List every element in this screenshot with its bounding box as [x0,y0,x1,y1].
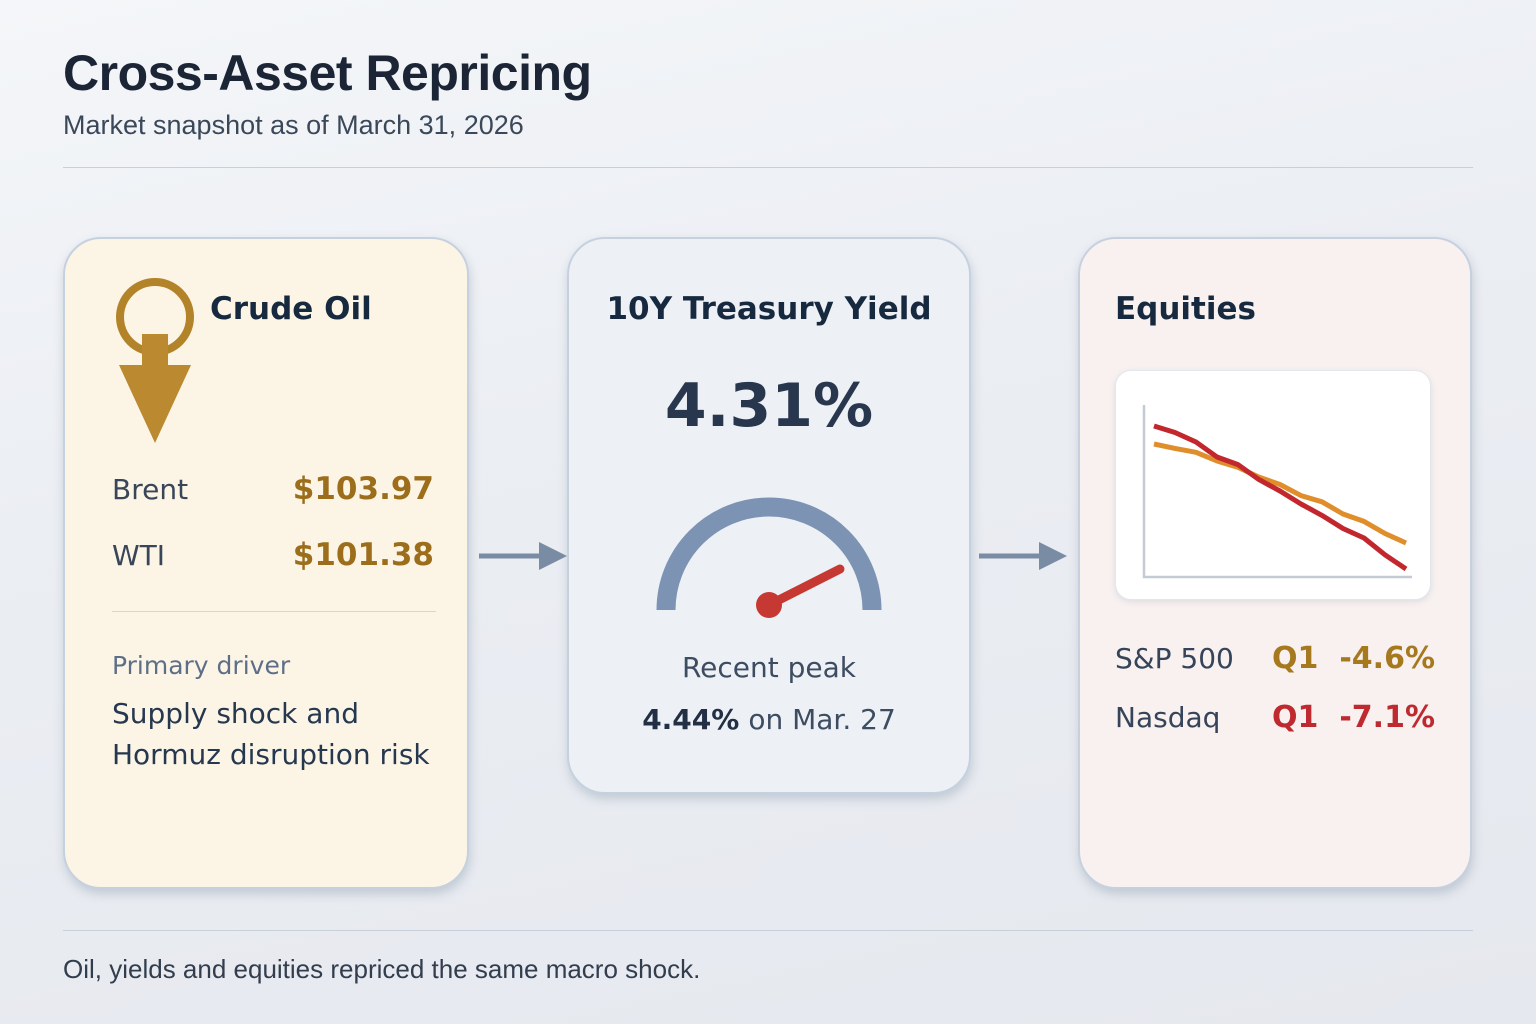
recent-peak-line: 4.44% on Mar. 27 [569,703,969,736]
peak-yield-value: 4.44% [642,703,740,736]
wti-price-row: WTI $101.38 [112,537,434,575]
crude-oil-card: Crude Oil Brent $103.97 WTI $101.38 Prim… [63,237,469,889]
oil-card-divider [112,611,436,612]
primary-driver-text: Supply shock and Hormuz disruption risk [112,697,430,771]
page-title: Cross-Asset Repricing [63,45,592,101]
oil-price-down-arrow-icon [105,277,205,445]
primary-driver-label: Primary driver [112,651,291,680]
equities-return-rows: S&P 500 Q1 -4.6% Nasdaq Q1 -7.1% [1115,641,1435,759]
flow-arrow-oil-to-yield-icon [477,534,569,578]
equity-row: S&P 500 Q1 -4.6% [1115,641,1435,679]
equities-sparkline-chart [1142,405,1412,579]
peak-date-text: on Mar. 27 [748,703,896,736]
header-divider [63,167,1473,168]
equities-card-title: Equities [1115,291,1256,327]
wti-label: WTI [112,539,166,572]
equities-sparkline-panel [1115,370,1431,600]
equity-row: Nasdaq Q1 -7.1% [1115,700,1435,738]
current-yield-value: 4.31% [664,371,874,441]
footer-caption: Oil, yields and equities repriced the sa… [63,954,701,984]
yield-gauge-icon [654,492,884,628]
page-subtitle: Market snapshot as of March 31, 2026 [63,110,524,140]
treasury-yield-card: 10Y Treasury Yield 4.31% Recent peak 4.4… [567,237,971,794]
footer-divider [63,930,1473,931]
sp500-period: Q1 [1272,641,1319,676]
wti-value: $101.38 [292,537,434,573]
nasdaq-period: Q1 [1272,700,1319,735]
oil-price-rows: Brent $103.97 WTI $101.38 [112,471,434,603]
crude-oil-card-title: Crude Oil [210,291,372,327]
nasdaq-q1-return: -7.1% [1339,700,1435,735]
brent-label: Brent [112,473,189,506]
brent-price-row: Brent $103.97 [112,471,434,509]
equities-card: Equities S&P 500 Q1 -4.6% Nasdaq Q1 -7.1… [1078,237,1472,889]
treasury-card-title: 10Y Treasury Yield [606,291,932,327]
sp500-label: S&P 500 [1115,642,1234,675]
recent-peak-label: Recent peak [681,651,857,684]
nasdaq-label: Nasdaq [1115,701,1221,734]
sp500-q1-return: -4.6% [1339,641,1435,676]
flow-arrow-yield-to-equities-icon [977,534,1069,578]
brent-value: $103.97 [292,471,434,507]
